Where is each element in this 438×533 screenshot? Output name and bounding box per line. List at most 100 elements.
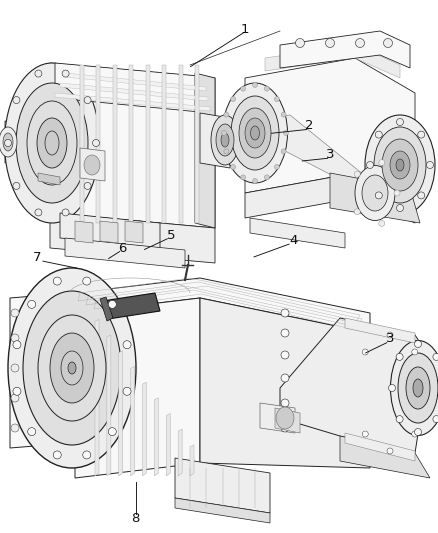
Text: 5: 5 <box>166 229 175 242</box>
Ellipse shape <box>251 126 259 140</box>
Polygon shape <box>55 63 210 113</box>
Text: 1: 1 <box>241 23 250 36</box>
Ellipse shape <box>325 38 335 47</box>
Text: 4: 4 <box>289 235 298 247</box>
Ellipse shape <box>396 353 403 360</box>
Polygon shape <box>113 65 117 223</box>
Ellipse shape <box>230 165 236 169</box>
Ellipse shape <box>387 332 393 338</box>
Ellipse shape <box>412 349 418 355</box>
Ellipse shape <box>375 131 382 138</box>
Ellipse shape <box>37 118 67 168</box>
Ellipse shape <box>239 108 271 158</box>
Ellipse shape <box>13 387 21 395</box>
Ellipse shape <box>211 115 239 165</box>
Text: 3: 3 <box>385 332 394 345</box>
Ellipse shape <box>222 131 226 135</box>
Ellipse shape <box>123 341 131 349</box>
Ellipse shape <box>354 171 360 177</box>
Ellipse shape <box>390 151 410 179</box>
Ellipse shape <box>391 341 438 435</box>
Ellipse shape <box>11 309 19 317</box>
Ellipse shape <box>387 448 393 454</box>
Ellipse shape <box>379 221 385 227</box>
Polygon shape <box>190 445 194 476</box>
Ellipse shape <box>13 182 20 189</box>
Polygon shape <box>75 221 93 243</box>
Polygon shape <box>330 173 420 223</box>
Ellipse shape <box>84 155 100 175</box>
Ellipse shape <box>276 407 294 429</box>
Polygon shape <box>345 433 415 461</box>
Ellipse shape <box>281 399 289 407</box>
Text: 8: 8 <box>131 512 140 524</box>
Ellipse shape <box>379 159 385 166</box>
Polygon shape <box>162 65 166 223</box>
Ellipse shape <box>422 390 428 396</box>
Ellipse shape <box>414 429 421 435</box>
Ellipse shape <box>418 192 425 199</box>
Ellipse shape <box>281 149 286 154</box>
Polygon shape <box>129 65 133 223</box>
Polygon shape <box>179 65 183 223</box>
Ellipse shape <box>11 334 19 342</box>
Ellipse shape <box>28 427 35 435</box>
Polygon shape <box>178 429 182 476</box>
Ellipse shape <box>412 431 418 437</box>
Ellipse shape <box>216 124 234 156</box>
Ellipse shape <box>4 140 11 147</box>
Ellipse shape <box>38 315 106 421</box>
Polygon shape <box>195 73 215 228</box>
Polygon shape <box>107 335 111 476</box>
Polygon shape <box>142 382 146 476</box>
Ellipse shape <box>252 179 258 183</box>
Ellipse shape <box>414 341 421 348</box>
Polygon shape <box>280 31 410 68</box>
Polygon shape <box>60 213 160 248</box>
Polygon shape <box>95 319 99 476</box>
Ellipse shape <box>11 424 19 432</box>
Polygon shape <box>200 298 370 468</box>
Ellipse shape <box>281 374 289 382</box>
Text: 2: 2 <box>304 119 313 132</box>
Ellipse shape <box>433 416 438 423</box>
Ellipse shape <box>53 277 61 285</box>
Text: 7: 7 <box>33 252 42 264</box>
Ellipse shape <box>3 133 13 151</box>
Ellipse shape <box>433 353 438 360</box>
Ellipse shape <box>45 131 59 155</box>
Ellipse shape <box>8 268 136 468</box>
Ellipse shape <box>231 96 279 170</box>
Polygon shape <box>280 318 430 453</box>
Ellipse shape <box>224 149 229 154</box>
Ellipse shape <box>16 83 88 203</box>
Polygon shape <box>80 65 84 223</box>
Ellipse shape <box>362 431 368 437</box>
Ellipse shape <box>240 175 246 180</box>
Polygon shape <box>80 148 105 181</box>
Polygon shape <box>65 238 185 268</box>
Ellipse shape <box>418 131 425 138</box>
Ellipse shape <box>23 291 121 445</box>
Ellipse shape <box>108 427 117 435</box>
Ellipse shape <box>50 333 94 403</box>
Ellipse shape <box>83 451 91 459</box>
Polygon shape <box>166 414 170 476</box>
Ellipse shape <box>0 127 17 157</box>
Polygon shape <box>50 213 215 263</box>
Ellipse shape <box>68 362 76 374</box>
Ellipse shape <box>92 140 99 147</box>
Ellipse shape <box>394 190 400 196</box>
Ellipse shape <box>396 205 403 212</box>
Ellipse shape <box>62 209 69 216</box>
Ellipse shape <box>28 301 35 309</box>
Ellipse shape <box>84 182 91 189</box>
Polygon shape <box>10 293 72 448</box>
Ellipse shape <box>281 351 289 359</box>
Ellipse shape <box>275 165 279 169</box>
Ellipse shape <box>123 387 131 395</box>
Ellipse shape <box>355 166 395 221</box>
Ellipse shape <box>61 351 83 385</box>
Ellipse shape <box>13 341 21 349</box>
Polygon shape <box>75 278 370 333</box>
